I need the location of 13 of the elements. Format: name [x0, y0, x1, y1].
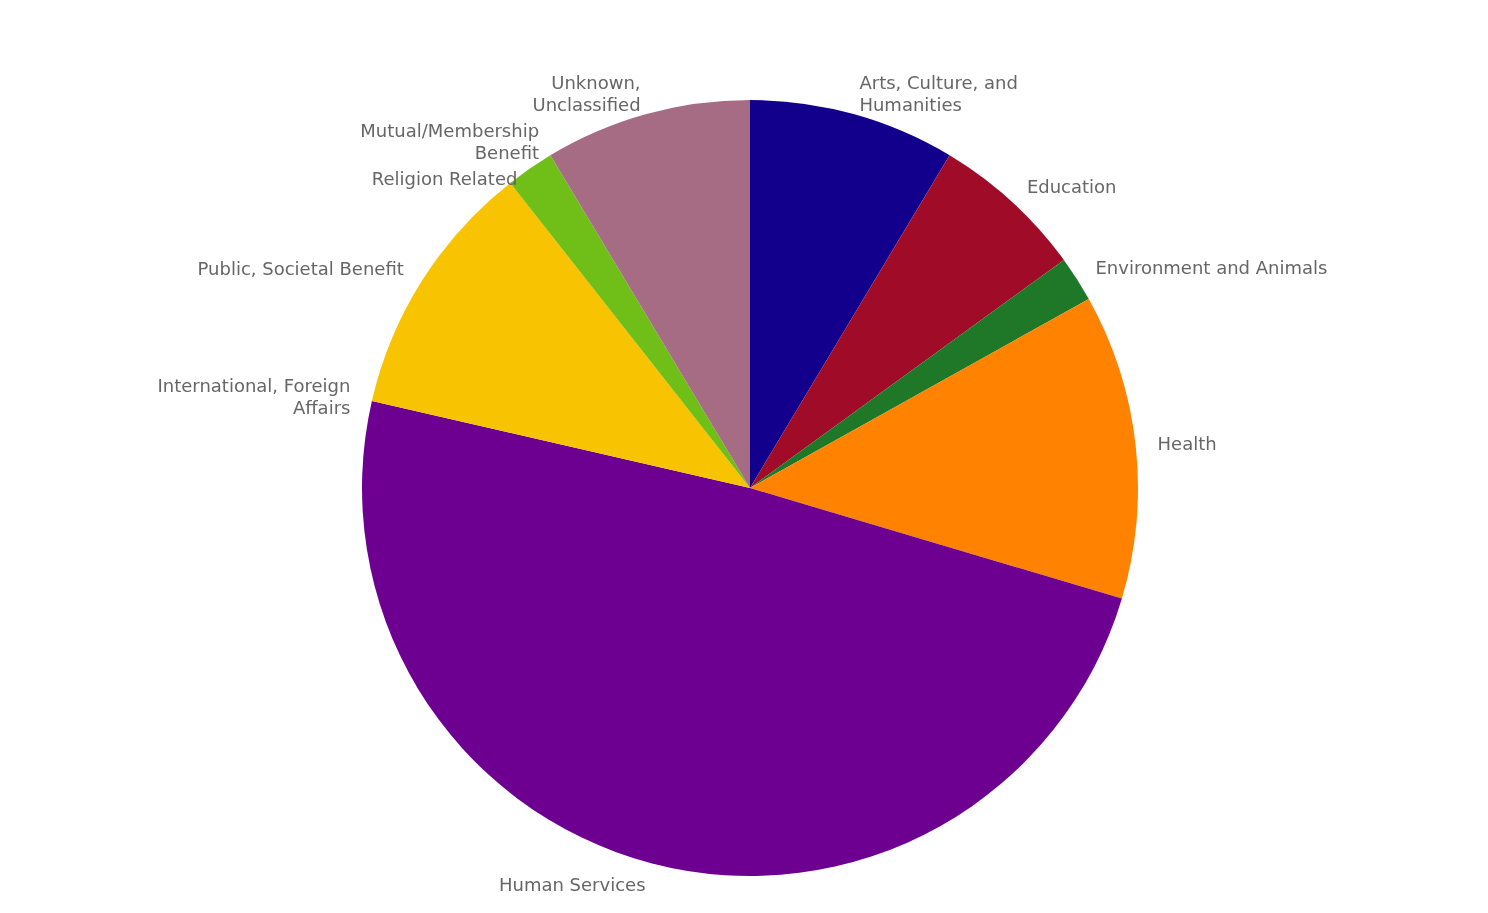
pie-slice	[362, 400, 1122, 876]
slice-label: Religion Related	[371, 167, 518, 189]
slice-label: Human Services	[499, 874, 646, 896]
category-label: Mutual/Membership Benefit	[360, 119, 540, 163]
slice-label: Health	[1157, 433, 1217, 455]
pie-slice	[750, 298, 1138, 599]
category-label: International, Foreign Affairs	[157, 375, 351, 419]
slice-label: Arts, Culture, and Humanities	[859, 71, 1018, 115]
slice-label: Education	[1026, 175, 1117, 197]
pie-slice	[750, 259, 1089, 488]
slice-label: Unknown, Unclassified	[532, 71, 641, 115]
slice-label: Public, Societal Benefit	[197, 258, 404, 280]
slice-label: Environment and Animals	[1095, 257, 1328, 279]
